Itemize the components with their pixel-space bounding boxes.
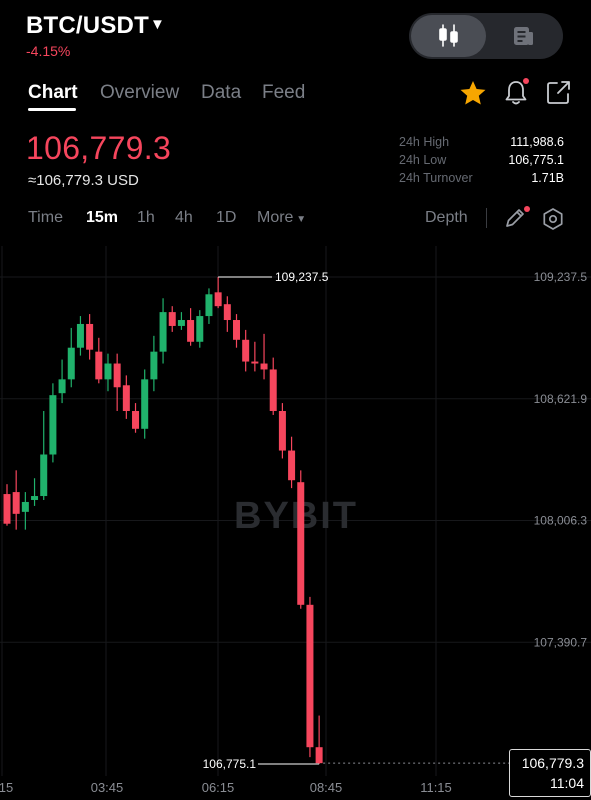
depth-button[interactable]: Depth: [425, 209, 468, 226]
candlestick-chart[interactable]: 109,237.5 108,621.9 108,006.3 107,390.7 BYBI…: [0, 246, 591, 800]
timeframe-1d[interactable]: 1D: [216, 209, 237, 226]
candle-body: [196, 316, 204, 342]
pair-dropdown-icon[interactable]: ▼: [150, 16, 165, 33]
candle-body: [141, 379, 149, 429]
x-tick-label: 06:15: [202, 780, 235, 795]
current-time-value: 11:04: [550, 775, 584, 791]
gear-icon[interactable]: [541, 207, 565, 236]
x-tick-label: 15: [0, 780, 13, 795]
timeframe-1h[interactable]: 1h: [137, 209, 155, 226]
candle-body: [49, 395, 57, 455]
candle-body: [315, 747, 323, 764]
candle-body: [95, 351, 103, 380]
candle-body: [76, 323, 84, 348]
candle-body: [67, 347, 75, 380]
candle-body: [122, 385, 130, 411]
stat-label-24h-turnover: 24h Turnover: [399, 171, 473, 185]
candle-body: [233, 320, 240, 340]
high-marker-label: 109,237.5: [275, 270, 329, 284]
candle-body: [132, 410, 140, 429]
y-tick-label: 108,621.9: [534, 392, 588, 406]
stat-value-24h-low: 106,775.1: [508, 153, 564, 167]
candle-body: [297, 482, 305, 605]
candle-body: [12, 492, 20, 514]
candle-body: [251, 361, 259, 364]
y-tick-label: 108,006.3: [534, 514, 588, 528]
stat-value-24h-high: 111,988.6: [510, 135, 564, 149]
toolbar-divider: [486, 208, 487, 228]
candle-body: [21, 501, 29, 512]
candle-body: [31, 496, 39, 500]
x-tick-label: 03:45: [91, 780, 124, 795]
candle-body: [3, 494, 11, 524]
x-tick-label: 08:45: [310, 780, 343, 795]
tab-feed[interactable]: Feed: [262, 82, 306, 103]
candle-body: [306, 604, 314, 748]
star-icon[interactable]: [459, 80, 487, 111]
pair-title[interactable]: BTC/USDT: [26, 12, 149, 39]
candle-body: [260, 363, 268, 370]
timeframe-more-label: More: [257, 209, 294, 226]
candle-body: [223, 304, 231, 321]
candle-body: [242, 339, 250, 362]
candle-body: [113, 363, 121, 388]
tab-data[interactable]: Data: [201, 82, 242, 103]
document-icon[interactable]: [511, 26, 535, 51]
candle-body: [205, 294, 213, 317]
tab-chart[interactable]: Chart: [28, 82, 78, 103]
tab-overview[interactable]: Overview: [100, 82, 180, 103]
stat-value-24h-turnover: 1.71B: [531, 171, 564, 185]
current-price-value: 106,779.3: [521, 755, 584, 771]
candle-body: [40, 454, 48, 497]
candle-body: [187, 320, 195, 342]
timeframe-4h[interactable]: 4h: [175, 209, 193, 226]
y-tick-label: 109,237.5: [534, 270, 588, 284]
candle-body: [214, 292, 222, 307]
candle-body: [104, 363, 112, 380]
current-price-label: 106,779.3 11:04: [509, 749, 591, 797]
timeframe-more[interactable]: More ▼: [257, 209, 306, 227]
candle-body: [168, 312, 176, 326]
usd-equivalent: ≈106,779.3 USD: [28, 172, 139, 189]
candle-body: [86, 323, 94, 350]
share-icon[interactable]: [545, 79, 573, 112]
x-tick-label: 11:15: [420, 780, 452, 795]
bell-icon[interactable]: [503, 77, 531, 112]
price-change: -4.15%: [26, 43, 71, 59]
bybit-watermark: BYBIT: [234, 495, 358, 537]
pencil-icon[interactable]: [503, 205, 531, 236]
stat-label-24h-low: 24h Low: [399, 153, 447, 167]
candlestick-icon: [439, 24, 458, 47]
more-caret-icon: ▼: [293, 214, 307, 225]
candle-body: [177, 320, 185, 326]
timeframe-15m[interactable]: 15m: [86, 209, 119, 226]
candle-body: [269, 369, 277, 411]
candle-body: [278, 410, 286, 451]
y-tick-label: 107,390.7: [534, 635, 588, 649]
chart-view-toggle[interactable]: [411, 15, 486, 57]
candle-body: [159, 312, 167, 352]
stat-label-24h-high: 24h High: [399, 135, 450, 149]
candle-body: [288, 450, 296, 481]
low-marker-label: 106,775.1: [203, 757, 257, 771]
active-tab-indicator: [28, 108, 76, 111]
last-price: 106,779.3: [26, 130, 172, 166]
candle-body: [58, 379, 66, 394]
timeframe-time[interactable]: Time: [28, 209, 63, 226]
candle-body: [150, 351, 158, 380]
